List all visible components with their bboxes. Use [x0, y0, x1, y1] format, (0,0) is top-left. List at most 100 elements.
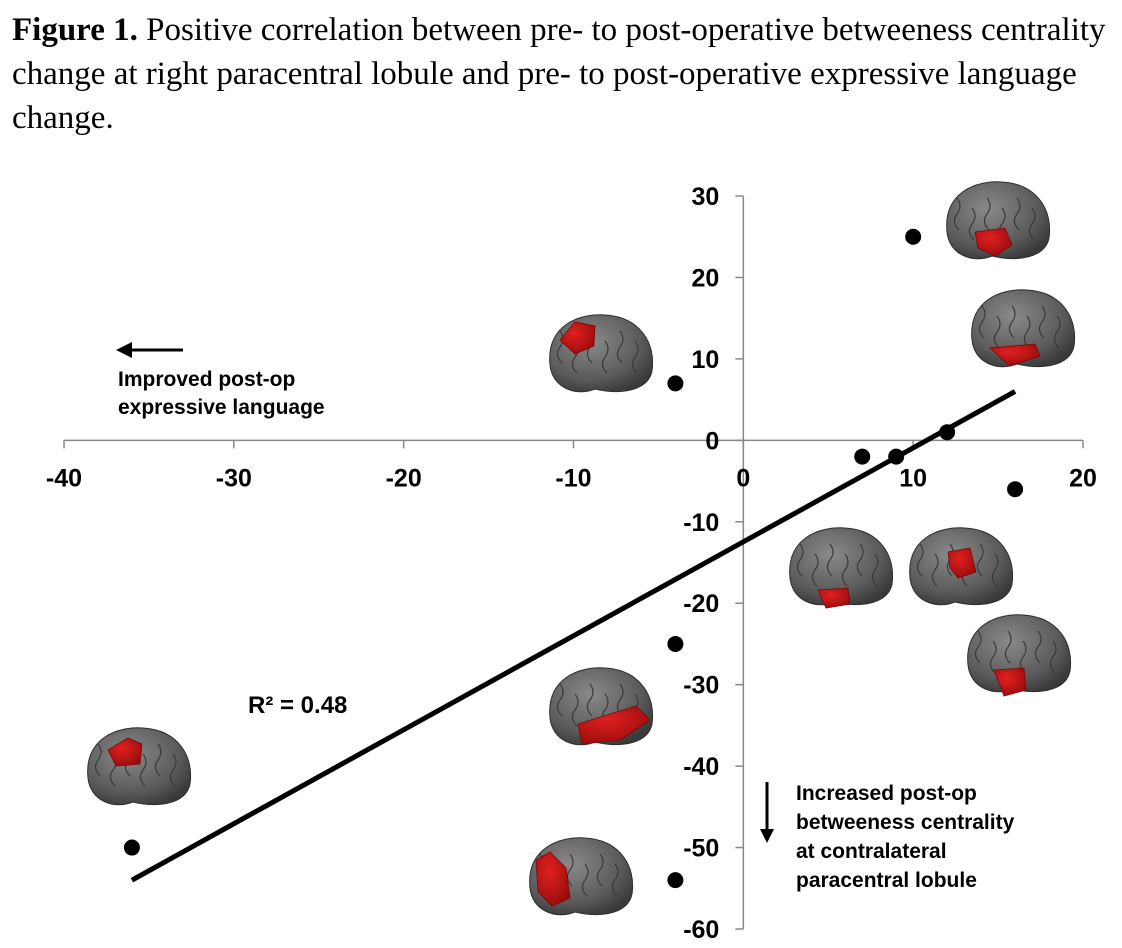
left-arrow-head [116, 342, 132, 358]
brain-sulcus [978, 305, 986, 339]
data-point [854, 448, 871, 465]
brain-highlight-region [974, 227, 1013, 257]
brain-sulcus [968, 207, 976, 241]
brain-sulcus [1004, 630, 1012, 664]
data-point [939, 424, 956, 441]
brain-sulcus [974, 630, 982, 664]
r-squared-label: R² = 0.48 [248, 692, 347, 719]
brain-sulcus [976, 543, 984, 577]
brain-sulcus [556, 683, 564, 717]
increased-annotation-line: Increased post-op [796, 782, 977, 805]
improved-annotation-line: expressive language [118, 396, 325, 419]
brain-sulcus [616, 330, 624, 364]
brain-shape [789, 527, 894, 606]
x-tick-label: -30 [216, 464, 252, 492]
brain-render [967, 614, 1072, 697]
brain-sulcus [631, 340, 639, 374]
caption-lead: Figure 1. [12, 12, 138, 48]
brain-highlight-region [559, 321, 596, 355]
y-tick-label: -60 [683, 916, 719, 944]
brain-sulcus [1034, 630, 1042, 664]
brain-shape [967, 614, 1072, 693]
brain-shape [946, 181, 1051, 260]
brain-sulcus [993, 315, 1001, 349]
brain-sulcus [1049, 640, 1057, 674]
x-tick-label: 0 [736, 464, 750, 492]
x-tick-label: -10 [555, 464, 591, 492]
increased-annotation-line: at contralateral [796, 840, 947, 863]
brain-sulcus [601, 340, 609, 374]
brain-render [529, 837, 634, 916]
data-point [1007, 481, 1024, 498]
data-point [667, 635, 684, 652]
brain-highlight-region [817, 587, 851, 609]
brain-sulcus [1023, 315, 1031, 349]
brain-sulcus [556, 330, 564, 364]
brain-sulcus [139, 753, 147, 787]
brain-sulcus [596, 853, 604, 887]
brain-sulcus [953, 197, 961, 231]
brain-render [971, 289, 1076, 368]
data-point [905, 228, 922, 245]
brain-highlight-region [107, 737, 143, 767]
brain-sulcus [931, 553, 939, 587]
brain-highlight-region [535, 851, 571, 907]
brain-highlight-region [947, 547, 977, 579]
brain-sulcus [796, 543, 804, 577]
increased-annotation-line: betweeness centrality [796, 811, 1015, 834]
data-point [123, 839, 140, 856]
brain-sulcus [571, 693, 579, 727]
brain-sulcus [826, 543, 834, 577]
x-tick-label: -40 [46, 464, 82, 492]
x-tick-label: 10 [899, 464, 927, 492]
brain-render [87, 727, 192, 806]
brain-sulcus [586, 683, 594, 717]
brain-render [946, 181, 1051, 260]
brain-sulcus [154, 743, 162, 777]
improved-annotation-line: Improved post-op [118, 368, 295, 391]
brain-render [909, 527, 1014, 606]
trend-line [130, 389, 1017, 883]
brain-sulcus [856, 543, 864, 577]
data-point [888, 448, 905, 465]
brain-sulcus [566, 853, 574, 887]
brain-sulcus [916, 543, 924, 577]
y-tick-label: -20 [683, 590, 719, 618]
brain-sulcus [611, 863, 619, 897]
y-tick-label: 30 [692, 183, 720, 211]
down-arrow-head [760, 829, 774, 843]
brain-render [549, 314, 654, 393]
data-point [667, 872, 684, 889]
brain-sulcus [581, 863, 589, 897]
brain-highlight-region [577, 705, 651, 745]
brain-sulcus [1028, 207, 1036, 241]
y-tick-label: -10 [683, 509, 719, 537]
brain-sulcus [94, 743, 102, 777]
brain-sulcus [991, 553, 999, 587]
brain-sulcus [983, 197, 991, 231]
brain-sulcus [169, 753, 177, 787]
brain-render [789, 527, 894, 609]
y-tick-label: 20 [692, 264, 720, 292]
brain-sulcus [1008, 305, 1016, 339]
brain-sulcus [811, 553, 819, 587]
y-tick-label: 10 [692, 346, 720, 374]
brain-render [549, 667, 654, 746]
brain-sulcus [871, 553, 879, 587]
x-tick-label: 20 [1069, 464, 1097, 492]
brain-sulcus [1013, 197, 1021, 231]
x-tick-label: -20 [386, 464, 422, 492]
figure-caption: Figure 1. Positive correlation between p… [12, 8, 1112, 140]
y-tick-label: 0 [705, 427, 719, 455]
data-point [667, 375, 684, 392]
brain-highlight-region [993, 667, 1027, 697]
brain-sulcus [1038, 305, 1046, 339]
y-tick-label: -40 [683, 753, 719, 781]
brain-sulcus [841, 553, 849, 587]
y-tick-label: -50 [683, 835, 719, 863]
increased-annotation-line: paracentral lobule [796, 869, 977, 892]
brain-sulcus [989, 640, 997, 674]
brain-sulcus [1053, 315, 1061, 349]
brain-highlight-region [989, 343, 1041, 367]
